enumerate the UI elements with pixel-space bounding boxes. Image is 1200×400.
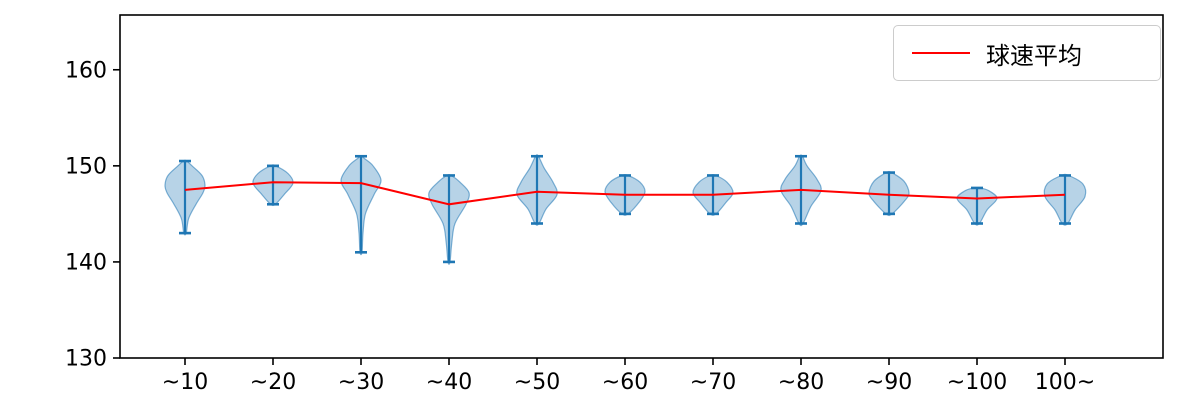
x-tick-label: ~20 <box>250 370 296 395</box>
mean-line <box>184 181 1066 206</box>
y-tick-label: 160 <box>65 58 107 83</box>
x-tick-label: ~90 <box>866 370 912 395</box>
legend: 球速平均 <box>893 25 1161 81</box>
x-tick-label: ~60 <box>602 370 648 395</box>
y-tick-label: 130 <box>65 347 107 372</box>
x-tick-label: ~70 <box>690 370 736 395</box>
x-tick-label: ~30 <box>338 370 384 395</box>
x-tick-label: ~40 <box>426 370 472 395</box>
x-tick-label: 100~ <box>1035 370 1095 395</box>
x-tick-label: ~80 <box>778 370 824 395</box>
legend-line-sample <box>912 52 970 54</box>
x-tick-label: ~10 <box>162 370 208 395</box>
x-tick-label: ~100 <box>947 370 1007 395</box>
plot-frame <box>119 14 1164 359</box>
y-tick-label: 150 <box>65 154 107 179</box>
legend-label: 球速平均 <box>986 41 1082 70</box>
y-tick-label: 140 <box>65 250 107 275</box>
x-tick-label: ~50 <box>514 370 560 395</box>
